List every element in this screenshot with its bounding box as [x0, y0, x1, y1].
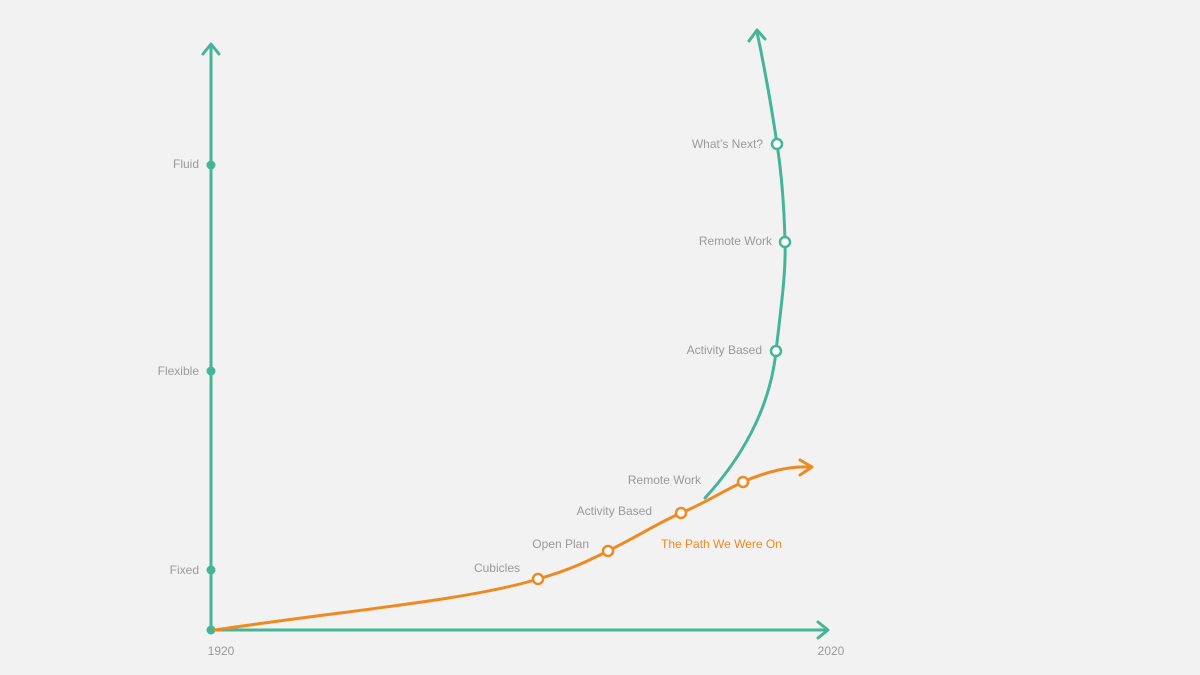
milestone-label: Activity Based — [687, 343, 762, 357]
y-tick-dot — [206, 366, 216, 376]
milestone-label: Cubicles — [474, 561, 520, 575]
milestone-label: Remote Work — [699, 234, 773, 248]
milestone-label: What’s Next? — [692, 137, 763, 151]
y-axis-arrow — [201, 42, 221, 56]
milestone-dot — [770, 137, 784, 151]
new-path-curve — [703, 30, 787, 500]
milestone-dot — [674, 506, 688, 520]
milestone-dot — [531, 572, 545, 586]
milestone-dot — [769, 344, 783, 358]
x-axis-arrow — [816, 620, 830, 640]
milestone-label: Remote Work — [628, 473, 702, 487]
path-annotation: The Path We Were On — [661, 537, 782, 551]
y-tick-dot — [206, 565, 216, 575]
new-path-arrow — [747, 28, 767, 43]
milestone-dot — [736, 475, 750, 489]
x-label: 2020 — [818, 644, 845, 658]
origin-dot — [206, 625, 216, 635]
old-path-arrow — [798, 458, 814, 477]
y-label: Fluid — [173, 157, 199, 171]
x-label: 1920 — [208, 644, 235, 658]
y-label: Flexible — [158, 364, 200, 378]
y-tick-dot — [206, 160, 216, 170]
y-label: Fixed — [170, 563, 199, 577]
milestone-dot — [778, 235, 792, 249]
milestone-label: Activity Based — [577, 504, 652, 518]
milestone-label: Open Plan — [532, 537, 589, 551]
milestone-dot — [601, 544, 615, 558]
